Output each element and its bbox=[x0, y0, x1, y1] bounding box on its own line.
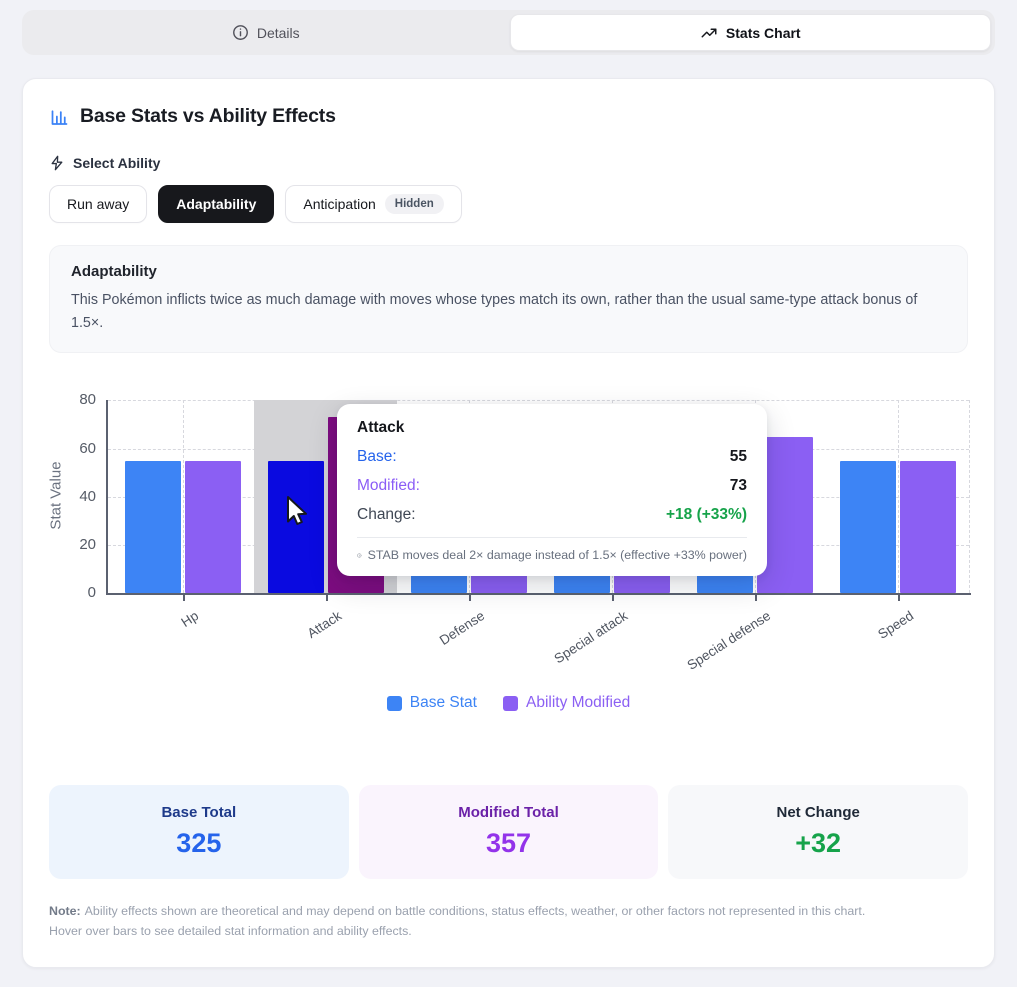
x-axis-label: Special defense bbox=[683, 608, 773, 674]
legend-swatch-base bbox=[386, 695, 402, 711]
tooltip-value-change: +18 (+33%) bbox=[666, 506, 747, 524]
ability-button-row: Run away Adaptability Anticipation Hidde… bbox=[49, 185, 968, 223]
tab-stats-chart-label: Stats Chart bbox=[725, 24, 801, 41]
legend-label-base: Base Stat bbox=[409, 694, 477, 712]
select-ability-row: Select Ability bbox=[49, 155, 968, 171]
summary-value: +32 bbox=[795, 828, 842, 859]
bar-speed-base[interactable] bbox=[839, 460, 896, 594]
tooltip-title: Attack bbox=[357, 419, 405, 437]
bar-hp-modified[interactable] bbox=[184, 460, 241, 594]
ability-button-anticipation[interactable]: Anticipation Hidden bbox=[285, 185, 462, 223]
chart-tooltip: Attack Base: 55 Modified: 73 Change: +18… bbox=[337, 404, 767, 577]
x-axis-label: Attack bbox=[304, 608, 344, 642]
tooltip-footnote-text: STAB moves deal 2× damage instead of 1.5… bbox=[367, 548, 747, 563]
tooltip-row-base: Base: 55 bbox=[357, 448, 747, 466]
tooltip-footnote: STAB moves deal 2× damage instead of 1.5… bbox=[357, 548, 747, 562]
tooltip-label-change: Change: bbox=[357, 506, 416, 524]
tooltip-value-modified: 73 bbox=[729, 477, 747, 495]
tab-stats-chart[interactable]: Stats Chart bbox=[509, 14, 991, 51]
summary-card-net-change: Net Change +32 bbox=[668, 785, 969, 880]
tooltip-divider bbox=[357, 537, 747, 539]
x-axis-tick bbox=[754, 595, 757, 602]
ability-description-title: Adaptability bbox=[71, 263, 157, 280]
panel-title-row: Base Stats vs Ability Effects bbox=[49, 105, 968, 128]
tab-details-label: Details bbox=[256, 24, 300, 41]
y-tick-label: 40 bbox=[79, 487, 96, 505]
info-icon bbox=[357, 553, 362, 558]
gridline-h bbox=[108, 400, 969, 402]
stats-panel: Base Stats vs Ability Effects Select Abi… bbox=[22, 78, 995, 968]
summary-card-base-total: Base Total 325 bbox=[49, 785, 349, 880]
tab-bar: Details Stats Chart bbox=[22, 10, 995, 55]
y-tick-label: 80 bbox=[79, 391, 96, 409]
x-axis-tick bbox=[182, 595, 185, 602]
ability-description-text: This Pokémon inflicts twice as much dama… bbox=[71, 292, 918, 332]
info-icon bbox=[232, 25, 248, 40]
x-axis-label: Hp bbox=[178, 608, 201, 631]
hidden-ability-badge: Hidden bbox=[384, 194, 444, 214]
gridline-v bbox=[182, 400, 184, 594]
zap-icon bbox=[51, 155, 63, 171]
ability-button-label: Anticipation bbox=[303, 196, 376, 212]
legend-swatch-modified bbox=[502, 695, 518, 711]
x-axis-tick bbox=[897, 595, 900, 602]
y-tick-label: 0 bbox=[87, 584, 96, 602]
ability-description-box: Adaptability This Pokémon inflicts twice… bbox=[49, 245, 968, 354]
bar-speed-modified[interactable] bbox=[899, 460, 956, 594]
tooltip-label-modified: Modified: bbox=[357, 477, 420, 495]
trending-up-icon bbox=[701, 28, 717, 37]
ability-button-label: Adaptability bbox=[176, 196, 257, 212]
tooltip-label-base: Base: bbox=[357, 448, 397, 466]
x-axis-tick bbox=[611, 595, 614, 602]
footer-note: Note: Ability effects shown are theoretic… bbox=[49, 902, 968, 942]
footer-note-line1: Ability effects shown are theoretical an… bbox=[84, 904, 866, 919]
tooltip-row-change: Change: +18 (+33%) bbox=[357, 506, 747, 524]
tooltip-row-modified: Modified: 73 bbox=[357, 477, 747, 495]
ability-button-adaptability[interactable]: Adaptability bbox=[158, 185, 275, 223]
x-axis-tick bbox=[468, 595, 471, 602]
summary-value: 325 bbox=[176, 828, 222, 859]
x-axis-label: Speed bbox=[874, 608, 916, 643]
ability-button-run-away[interactable]: Run away bbox=[49, 185, 148, 223]
summary-label: Base Total bbox=[161, 804, 237, 822]
mouse-cursor bbox=[280, 494, 310, 533]
x-axis-label: Defense bbox=[436, 608, 487, 649]
footer-note-line2: Hover over bars to see detailed stat inf… bbox=[49, 924, 412, 939]
bar-chart-icon bbox=[51, 110, 68, 125]
x-axis-line bbox=[106, 593, 971, 596]
page-title: Base Stats vs Ability Effects bbox=[80, 105, 336, 127]
tooltip-value-base: 55 bbox=[729, 448, 747, 466]
legend-item-ability-modified[interactable]: Ability Modified bbox=[502, 694, 631, 712]
summary-card-modified-total: Modified Total 357 bbox=[358, 785, 659, 880]
summary-label: Net Change bbox=[776, 804, 860, 822]
legend-label-modified: Ability Modified bbox=[525, 694, 631, 712]
y-tick-label: 20 bbox=[79, 536, 96, 554]
select-ability-label: Select Ability bbox=[73, 155, 161, 171]
summary-label: Modified Total bbox=[458, 804, 559, 822]
tab-details[interactable]: Details bbox=[26, 14, 506, 51]
x-axis-label: Special attack bbox=[551, 608, 630, 667]
ability-button-label: Run away bbox=[67, 196, 130, 212]
gridline-v bbox=[969, 400, 970, 594]
bar-hp-base[interactable] bbox=[124, 460, 181, 594]
summary-value: 357 bbox=[485, 828, 532, 859]
bar-attack-base[interactable] bbox=[267, 460, 324, 594]
y-axis-line bbox=[106, 400, 108, 596]
footer-note-prefix: Note: bbox=[49, 904, 81, 919]
gridline-v bbox=[897, 400, 899, 594]
summary-row: Base Total 325 Modified Total 357 Net Ch… bbox=[49, 785, 969, 880]
legend-item-base-stat[interactable]: Base Stat bbox=[386, 694, 477, 712]
chart-legend: Base Stat Ability Modified bbox=[23, 694, 994, 712]
x-axis-tick bbox=[325, 595, 328, 602]
y-tick-label: 60 bbox=[79, 439, 96, 457]
